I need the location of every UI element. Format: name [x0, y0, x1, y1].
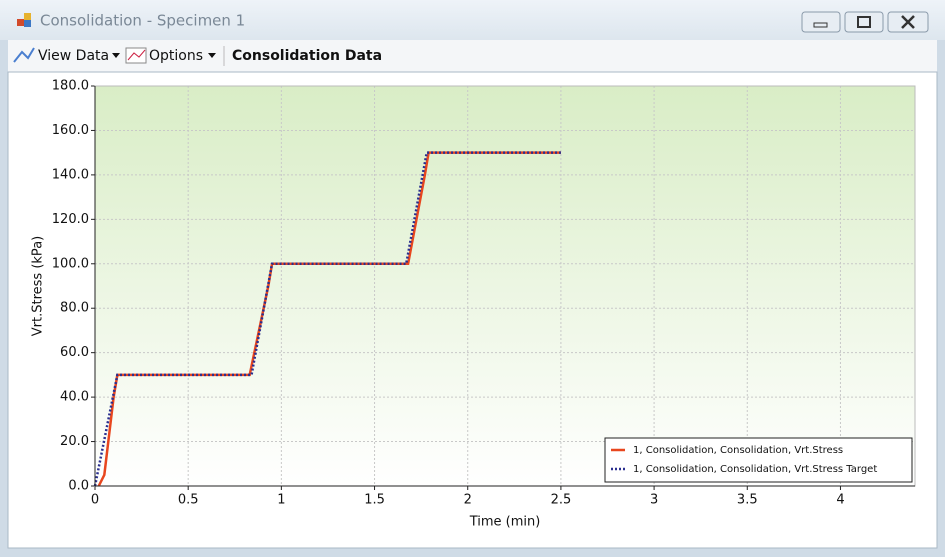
- x-tick-label: 4: [836, 493, 844, 508]
- y-tick-label: 20.0: [60, 434, 89, 449]
- x-tick-label: 1.5: [364, 493, 385, 508]
- view-data-button[interactable]: View Data: [38, 48, 109, 64]
- x-tick-label: 0: [91, 493, 99, 508]
- y-tick-label: 40.0: [60, 390, 89, 405]
- y-tick-label: 0.0: [68, 479, 89, 494]
- x-tick-label: 2: [464, 493, 472, 508]
- y-tick-label: 140.0: [52, 167, 89, 182]
- options-icon: [125, 47, 147, 64]
- plot-area: [95, 86, 915, 486]
- x-tick-label: 3.5: [737, 493, 758, 508]
- app-icon: [17, 13, 31, 27]
- window-title: Consolidation - Specimen 1: [40, 12, 245, 30]
- maximize-button[interactable]: [844, 11, 884, 33]
- x-tick-label: 2.5: [551, 493, 572, 508]
- options-button[interactable]: Options: [149, 48, 203, 64]
- x-tick-label: 3: [650, 493, 658, 508]
- legend-label: 1, Consolidation, Consolidation, Vrt.Str…: [633, 464, 877, 475]
- y-axis-label: Vrt.Stress (kPa): [31, 236, 46, 336]
- series-line: [93, 151, 561, 487]
- dropdown-arrow[interactable]: [112, 53, 120, 58]
- y-tick-label: 60.0: [60, 345, 89, 360]
- legend-label: 1, Consolidation, Consolidation, Vrt.Str…: [633, 445, 843, 456]
- chart: 0.0 20.0 40.0 60.0 80.0 100.0 120.0 140.0 160.0 1…: [52, 79, 915, 508]
- title-bar: [0, 0, 945, 40]
- view-data-icon: [13, 47, 35, 63]
- minimize-button[interactable]: [801, 11, 841, 33]
- legend-box: [604, 437, 913, 483]
- x-tick-label: 1: [277, 493, 285, 508]
- y-tick-label: 80.0: [60, 301, 89, 316]
- toolbar-heading: Consolidation Data: [232, 48, 382, 64]
- close-button[interactable]: [887, 11, 929, 33]
- y-tick-label: 180.0: [52, 79, 89, 94]
- dropdown-arrow[interactable]: [208, 53, 216, 58]
- y-tick-label: 100.0: [52, 256, 89, 271]
- toolbar: [8, 40, 937, 72]
- y-tick-label: 120.0: [52, 212, 89, 227]
- x-tick-label: 0.5: [178, 493, 199, 508]
- x-axis-label: Time (min): [469, 515, 541, 530]
- y-tick-label: 160.0: [52, 123, 89, 138]
